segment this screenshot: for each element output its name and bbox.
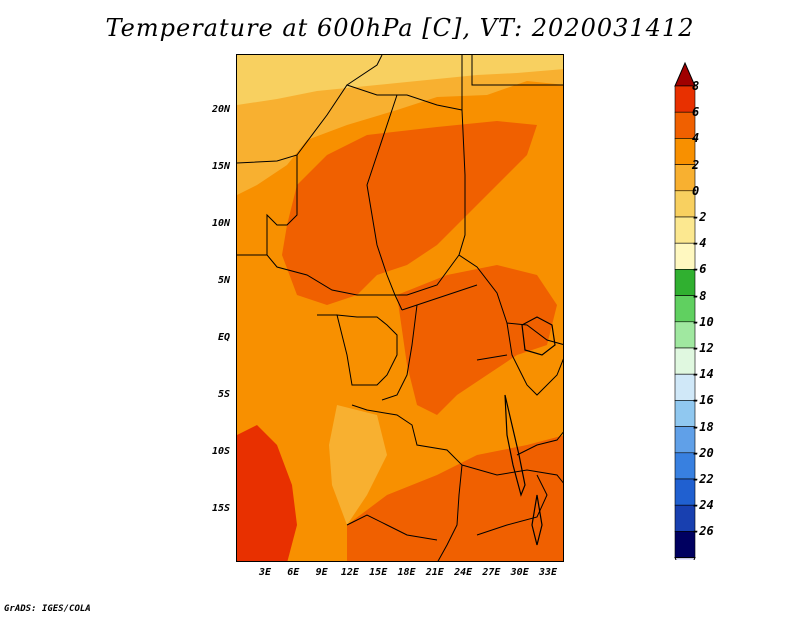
- field-cooler-north: [237, 55, 563, 105]
- field-warm-sahel: [282, 121, 537, 305]
- lon-label: 3E: [258, 567, 272, 578]
- lat-label: 20N: [211, 104, 230, 115]
- lon-label: 30E: [510, 567, 529, 578]
- lon-label: 33E: [538, 567, 558, 578]
- colorbar-label: -22: [692, 472, 714, 486]
- lon-label: 27E: [482, 567, 501, 578]
- lon-label: 6E: [287, 567, 300, 578]
- lat-label: EQ: [217, 332, 230, 343]
- colorbar-label: 2: [692, 157, 700, 172]
- lat-label: 15N: [211, 161, 230, 172]
- temperature-map: [236, 54, 564, 562]
- colorbar-label: 6: [692, 105, 700, 120]
- lat-label: 5S: [217, 389, 230, 400]
- chart-title: Temperature at 600hPa [C], VT: 202003141…: [105, 14, 695, 42]
- colorbar-label: -2: [692, 210, 707, 224]
- lat-label: 5N: [217, 275, 230, 286]
- colorbar: [674, 61, 696, 560]
- colorbar-label: 4: [692, 131, 700, 146]
- colorbar-label: 0: [692, 183, 700, 198]
- field-cool-coast: [329, 405, 387, 525]
- colorbar-label: -26: [692, 524, 714, 539]
- colorbar-label: -10: [692, 314, 714, 329]
- colorbar-label: -6: [692, 262, 707, 277]
- map-svg: [237, 55, 563, 561]
- lon-label: 15E: [369, 567, 388, 578]
- lon-label: 18E: [397, 567, 416, 578]
- colorbar-label: 8: [692, 79, 700, 93]
- lakes: [504, 316, 556, 546]
- lat-label: 15S: [211, 503, 230, 514]
- colorbar-label: -20: [692, 445, 714, 460]
- lon-label: 12E: [340, 567, 359, 578]
- colorbar-label: -4: [692, 236, 707, 251]
- field-warm-east: [397, 265, 557, 415]
- colorbar-label: -18: [692, 419, 714, 434]
- colorbar-label: -12: [692, 341, 714, 355]
- lon-label: 24E: [454, 567, 473, 578]
- lon-label: 21E: [425, 567, 444, 578]
- lat-label: 10S: [211, 446, 230, 457]
- colorbar-label: -14: [692, 367, 714, 382]
- lat-label: 10N: [211, 218, 230, 229]
- field-warm-south: [347, 435, 563, 561]
- country-borders: [237, 55, 563, 561]
- colorbar-label: -8: [692, 288, 707, 303]
- colorbar-label: -24: [692, 498, 714, 513]
- colorbar-bottom-arrow: [674, 557, 696, 560]
- credit-text: GrADS: IGES/COLA: [4, 604, 91, 614]
- field-hot-southwest: [237, 425, 297, 561]
- lon-label: 9E: [315, 567, 328, 578]
- colorbar-label: -16: [692, 393, 714, 408]
